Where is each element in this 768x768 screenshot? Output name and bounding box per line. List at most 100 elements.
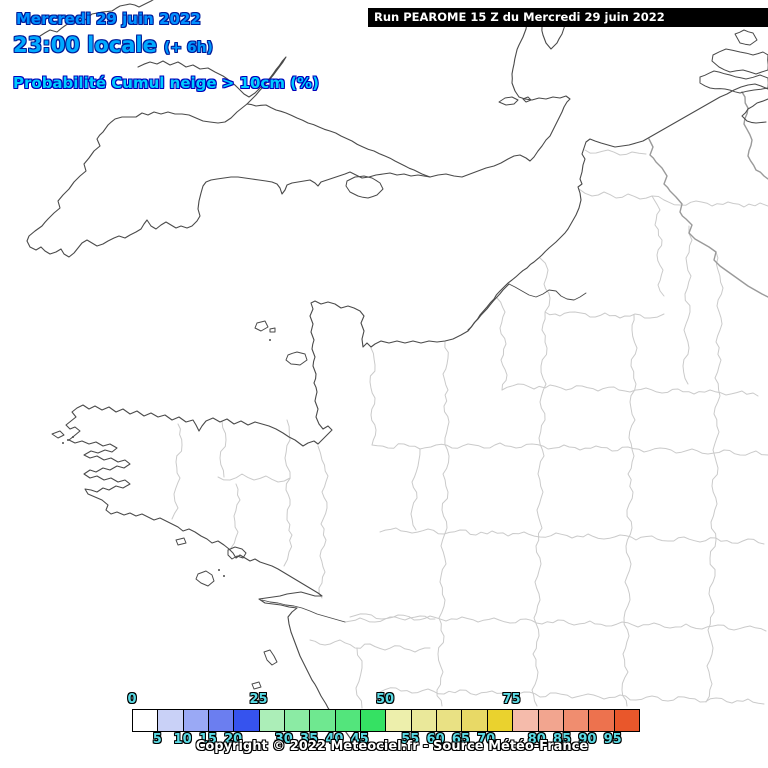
ouessant — [51, 430, 65, 439]
department-border-2 — [217, 473, 291, 483]
legend-cell-65 — [462, 710, 488, 731]
islet-dot-4 — [269, 339, 271, 341]
country-borders — [648, 91, 768, 298]
legend-label-10: 10 — [173, 732, 192, 747]
department-border-8 — [344, 615, 436, 623]
morbihan-gulf — [227, 546, 247, 560]
department-border-15 — [584, 149, 647, 156]
legend-cell-5 — [158, 710, 184, 731]
legend-label-75: 75 — [502, 692, 521, 707]
legend-cell-55 — [411, 710, 438, 731]
legend-cell-95 — [614, 710, 639, 731]
belle-ile — [195, 570, 215, 587]
legend-label-95: 95 — [603, 732, 622, 747]
department-border-30 — [682, 225, 693, 385]
legend-label-55: 55 — [401, 732, 420, 747]
department-border-14 — [578, 188, 665, 201]
rivers — [261, 283, 587, 623]
department-border-29 — [663, 199, 768, 208]
thanet-islet — [522, 96, 532, 103]
department-border-19 — [621, 314, 638, 707]
legend-cell-70 — [487, 710, 514, 731]
belgium-border — [648, 138, 768, 298]
department-border-13 — [539, 257, 551, 313]
department-border-6 — [309, 639, 431, 653]
zeeland-island-1 — [734, 29, 758, 46]
forecast-date: Mercredi 29 juin 2022 — [16, 10, 201, 28]
nl-be-border — [741, 91, 768, 180]
coastlines — [26, 0, 768, 743]
legend-label-50: 50 — [375, 692, 395, 707]
legend-cell-80 — [538, 710, 564, 731]
map-variable-title: Probabilité Cumul neige > 10cm (%) — [13, 74, 319, 92]
department-border-3 — [283, 419, 293, 567]
zeeland-island-3 — [699, 70, 768, 94]
forecast-time: 23:00 locale (+ 6h) — [13, 33, 213, 57]
department-border-26 — [501, 383, 759, 397]
department-border-4 — [219, 420, 227, 478]
legend-label-25: 25 — [249, 692, 268, 707]
department-border-22 — [467, 442, 768, 456]
noirmoutier — [263, 649, 278, 666]
legend-label-0: 0 — [127, 692, 137, 707]
france-channel-coast — [467, 83, 768, 331]
department-border-24 — [349, 613, 767, 632]
legend-cell-15 — [209, 710, 235, 731]
brittany-coast — [65, 404, 354, 743]
zeeland-island-2 — [711, 48, 768, 75]
wales-coast — [39, 0, 154, 37]
model-run-banner: Run PEAROME 15 Z du Mercredi 29 juin 202… — [368, 8, 768, 27]
legend-cell-45 — [361, 710, 387, 731]
legend-label-30: 30 — [274, 732, 293, 747]
legend-cell-25 — [259, 710, 286, 731]
probability-color-scale: 0 5 10 15 20 25 30 35 40 45 50 55 60 65 70 75 80 85 90 95 — [127, 692, 640, 756]
legend-label-70: 70 — [477, 732, 496, 747]
department-border-23 — [379, 527, 765, 545]
department-border-7 — [355, 647, 363, 709]
sheppey-island — [498, 96, 519, 106]
legend-label-60: 60 — [426, 732, 445, 747]
scheldt-south-bank — [741, 98, 768, 124]
department-borders — [171, 149, 768, 709]
legend-label-45: 45 — [350, 732, 369, 747]
seine-river — [508, 283, 587, 301]
islet-dot-5 — [218, 569, 220, 571]
alderney — [269, 327, 276, 333]
department-border-20 — [705, 251, 724, 703]
legend-label-80: 80 — [527, 732, 546, 747]
department-border-16 — [651, 195, 665, 297]
department-border-17 — [544, 311, 665, 319]
forecast-hour-offset: (+ 6h) — [163, 40, 213, 56]
color-scale-cells — [132, 709, 640, 732]
legend-cell-35 — [310, 710, 336, 731]
groix — [175, 537, 187, 546]
legend-label-90: 90 — [578, 732, 597, 747]
isle-of-wight — [345, 175, 384, 199]
copyright-notice: Copyright © 2022 Meteociel.fr - Source M… — [195, 739, 589, 754]
department-border-12 — [496, 297, 508, 391]
department-border-5 — [230, 483, 241, 549]
normandy-cotentin-coast — [254, 283, 510, 447]
jersey — [285, 351, 308, 366]
model-run-text: Run PEAROME 15 Z du Mercredi 29 juin 202… — [374, 10, 665, 24]
legend-cell-20 — [234, 710, 260, 731]
legend-cell-60 — [437, 710, 463, 731]
legend-label-15: 15 — [198, 732, 217, 747]
legend-label-5: 5 — [152, 732, 162, 747]
england-south-coast — [26, 21, 571, 258]
legend-cell-90 — [589, 710, 615, 731]
legend-label-35: 35 — [300, 732, 319, 747]
legend-label-20: 20 — [224, 732, 243, 747]
legend-cell-0 — [133, 710, 159, 731]
legend-cell-30 — [285, 710, 311, 731]
islet-dot-2 — [72, 436, 74, 438]
ile-d-yeu — [251, 681, 262, 690]
legend-cell-10 — [183, 710, 210, 731]
department-border-25 — [379, 687, 765, 705]
thames-north-bank — [541, 21, 567, 50]
department-border-11 — [371, 443, 469, 450]
legend-cell-50 — [386, 710, 412, 731]
legend-label-85: 85 — [553, 732, 572, 747]
